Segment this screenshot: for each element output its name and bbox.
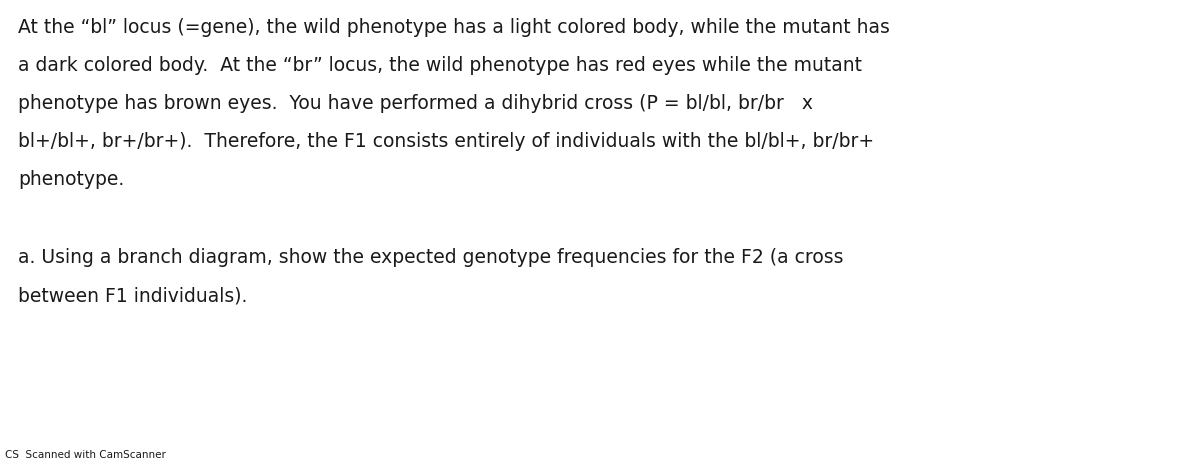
Text: phenotype has brown eyes.  You have performed a dihybrid cross (P = bl/bl, br/br: phenotype has brown eyes. You have perfo… <box>18 94 814 113</box>
Text: CS  Scanned with CamScanner: CS Scanned with CamScanner <box>5 450 166 460</box>
Text: a. Using a branch diagram, show the expected genotype frequencies for the F2 (a : a. Using a branch diagram, show the expe… <box>18 248 844 267</box>
Text: phenotype.: phenotype. <box>18 170 125 189</box>
Text: bl+/bl+, br+/br+).  Therefore, the F1 consists entirely of individuals with the : bl+/bl+, br+/br+). Therefore, the F1 con… <box>18 132 874 151</box>
Text: At the “bl” locus (=gene), the wild phenotype has a light colored body, while th: At the “bl” locus (=gene), the wild phen… <box>18 18 890 37</box>
Text: a dark colored body.  At the “br” locus, the wild phenotype has red eyes while t: a dark colored body. At the “br” locus, … <box>18 56 862 75</box>
Text: between F1 individuals).: between F1 individuals). <box>18 286 247 305</box>
